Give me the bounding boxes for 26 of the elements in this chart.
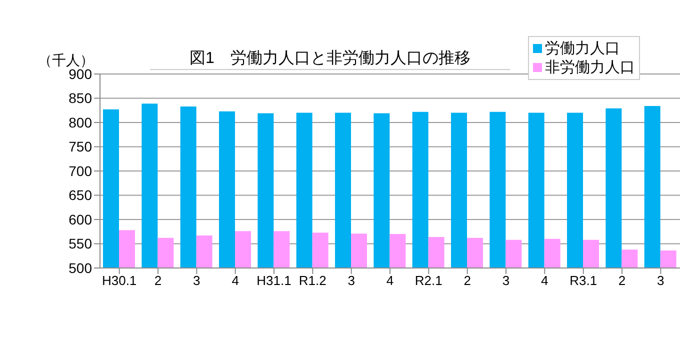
x-tick-label: H30.1 [102, 273, 137, 288]
x-tick-label: R1.2 [298, 273, 326, 288]
x-tick-label: 2 [154, 273, 162, 288]
chart-title: 図1 労働力人口と非労働力人口の推移 [150, 48, 510, 70]
y-tick-label: 750 [68, 138, 92, 155]
y-tick-label: 550 [68, 236, 92, 252]
y-tick-label: 600 [68, 211, 92, 228]
legend-label: 労働力人口 [545, 39, 620, 58]
x-tick-label: H31.1 [256, 273, 292, 288]
x-tick-label: 2 [464, 273, 471, 288]
y-tick-label: 800 [68, 114, 92, 130]
y-tick-label: 850 [68, 90, 92, 106]
y-tick-label: 700 [68, 162, 92, 179]
x-tick-label: 3 [502, 273, 510, 288]
y-tick-label: 500 [68, 260, 92, 276]
x-tick-label: 3 [193, 273, 200, 288]
x-tick-label: 3 [657, 273, 664, 288]
legend-label: 非労働力人口 [545, 58, 635, 77]
x-tick-label: 4 [232, 273, 239, 288]
x-tick-label: 2 [618, 273, 626, 288]
x-tick-label: 4 [386, 273, 394, 288]
x-tick-label: R3.1 [570, 273, 598, 288]
x-tick-label: 4 [541, 273, 548, 288]
x-tick-label: 3 [348, 273, 355, 288]
x-tick-label: R2.1 [414, 273, 442, 288]
y-tick-label: 650 [68, 187, 92, 204]
